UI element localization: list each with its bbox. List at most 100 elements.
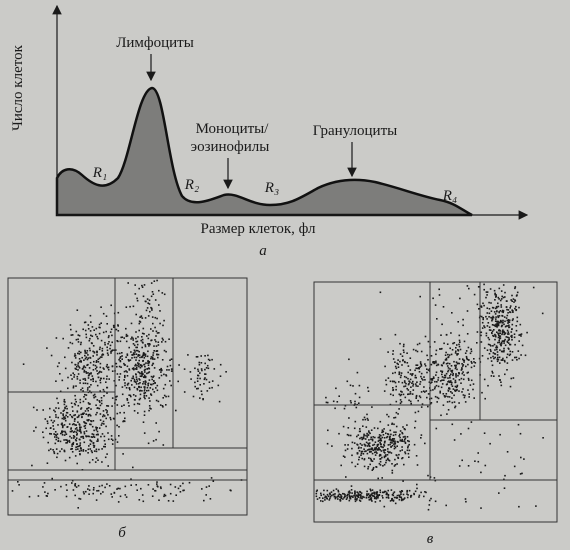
dot xyxy=(79,453,81,455)
dot xyxy=(92,355,94,357)
dot xyxy=(454,381,457,383)
dot xyxy=(65,433,68,435)
dot xyxy=(441,364,443,367)
dot xyxy=(123,420,126,423)
dot xyxy=(98,332,101,335)
dot xyxy=(83,396,85,398)
dot xyxy=(132,377,135,379)
dot xyxy=(379,439,382,442)
dot xyxy=(80,432,82,434)
dot xyxy=(407,440,409,442)
dot xyxy=(74,483,77,485)
dot xyxy=(491,364,494,367)
dot xyxy=(391,439,394,441)
dot xyxy=(409,378,412,381)
dot xyxy=(87,409,89,412)
dot xyxy=(150,328,152,330)
dot xyxy=(121,358,123,360)
dot xyxy=(136,299,139,302)
dot xyxy=(86,352,88,354)
dot xyxy=(92,394,95,397)
dot xyxy=(150,282,153,284)
dot xyxy=(132,305,135,308)
dot xyxy=(133,378,136,381)
dot xyxy=(90,436,93,438)
dot xyxy=(367,467,369,470)
dot xyxy=(315,492,318,495)
dot xyxy=(84,350,86,353)
dot xyxy=(451,385,454,387)
dot xyxy=(103,439,106,442)
dot xyxy=(165,374,167,376)
dot xyxy=(71,416,74,419)
dot xyxy=(87,402,90,404)
dot xyxy=(490,360,493,362)
dot xyxy=(87,372,89,374)
dot xyxy=(161,341,163,343)
dot xyxy=(81,416,83,418)
dot xyxy=(406,362,409,364)
dot xyxy=(380,450,383,452)
dot xyxy=(358,450,361,452)
dot xyxy=(500,381,502,383)
dot xyxy=(458,379,461,381)
dot xyxy=(140,339,142,342)
dot xyxy=(88,339,91,342)
dot xyxy=(347,491,350,493)
dot xyxy=(393,380,396,383)
dot xyxy=(120,336,122,339)
dot xyxy=(137,382,140,385)
dot xyxy=(457,349,460,352)
dot xyxy=(387,497,390,499)
dot xyxy=(84,377,86,380)
dot xyxy=(95,327,98,330)
dot xyxy=(84,349,86,352)
dot xyxy=(464,394,466,397)
dot xyxy=(387,424,390,426)
dot xyxy=(495,346,497,349)
dot xyxy=(420,434,423,436)
dot xyxy=(418,367,420,369)
dot xyxy=(98,448,100,451)
dot xyxy=(494,349,496,351)
dot xyxy=(148,379,151,381)
dot xyxy=(96,373,99,375)
dot xyxy=(335,488,338,490)
dot xyxy=(426,371,428,374)
dot xyxy=(70,402,73,404)
dot xyxy=(498,287,501,290)
dot xyxy=(417,385,419,387)
dot xyxy=(419,383,421,385)
dot xyxy=(391,438,394,440)
dot xyxy=(346,433,349,436)
dot xyxy=(391,472,394,474)
dot xyxy=(106,453,108,455)
dot xyxy=(433,341,436,343)
dot xyxy=(353,427,356,430)
dot xyxy=(359,497,362,499)
dot xyxy=(349,384,352,387)
dot xyxy=(517,423,520,426)
dot xyxy=(498,298,500,300)
dot xyxy=(100,424,103,426)
dot xyxy=(95,333,97,336)
dot xyxy=(156,350,159,352)
dot xyxy=(407,371,409,374)
dot xyxy=(74,485,76,487)
dot xyxy=(358,446,360,449)
dot xyxy=(441,383,444,385)
dot xyxy=(492,307,495,309)
dot xyxy=(421,403,424,405)
dot xyxy=(124,494,127,496)
dot xyxy=(494,353,497,355)
dot xyxy=(133,398,136,401)
dot xyxy=(363,458,366,460)
dot xyxy=(391,440,394,442)
dot xyxy=(78,430,81,432)
dot xyxy=(375,446,378,449)
dot xyxy=(387,489,389,492)
dot xyxy=(139,382,141,384)
dot xyxy=(405,376,408,379)
dot xyxy=(493,357,495,360)
dot xyxy=(117,324,119,326)
